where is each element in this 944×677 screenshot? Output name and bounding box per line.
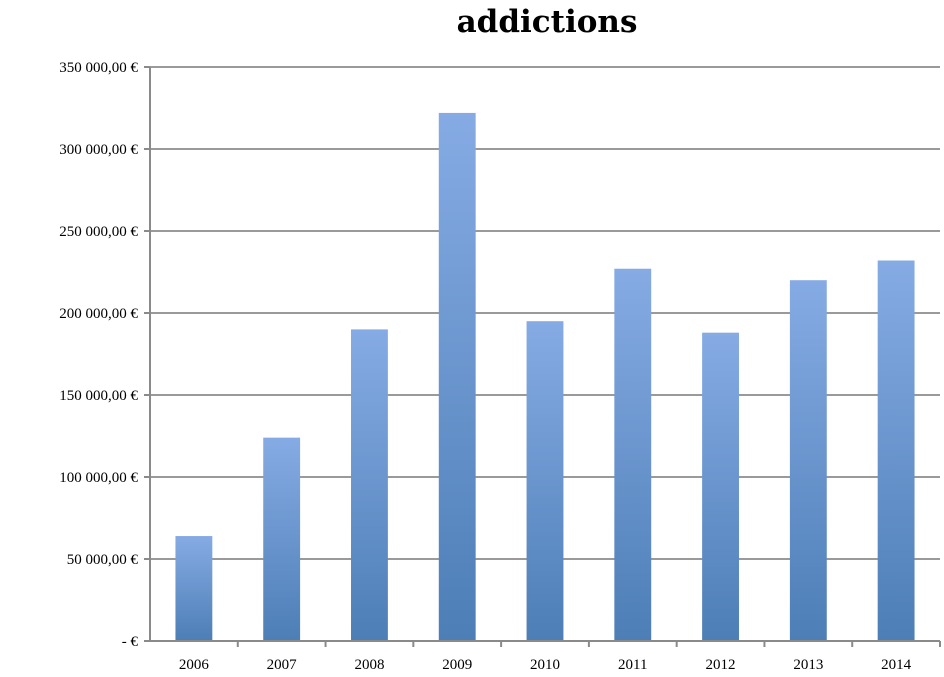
bar-2010	[526, 321, 564, 641]
y-axis-tick-labels: - € 50 000,00 € 100 000,00 € 150 000,00 € 20…	[59, 60, 138, 650]
chart-title: addictions	[457, 4, 638, 40]
bar-2009	[438, 112, 476, 642]
x-tick-label: 2008	[354, 657, 384, 673]
axes	[144, 66, 941, 647]
y-tick-label: 50 000,00 €	[67, 552, 139, 568]
x-tick-label: 2006	[179, 657, 210, 673]
y-tick-label: - €	[122, 634, 139, 650]
x-tick-label: 2011	[618, 657, 647, 673]
y-tick-label: 350 000,00 €	[59, 60, 138, 76]
bar-2007	[263, 437, 301, 641]
x-tick-label: 2014	[881, 657, 912, 673]
bar-2011	[614, 268, 652, 641]
bar-2012	[702, 332, 739, 641]
x-tick-label: 2007	[267, 657, 298, 673]
y-tick-label: 150 000,00 €	[59, 388, 138, 404]
x-tick-label: 2010	[530, 657, 560, 673]
y-tick-label: 200 000,00 €	[59, 306, 138, 322]
bar-2006	[175, 536, 213, 641]
bar-2014	[877, 260, 915, 641]
y-tick-label: 250 000,00 €	[59, 224, 138, 240]
bar-2013	[789, 280, 827, 641]
x-tick-label: 2009	[442, 657, 472, 673]
bar-2008	[351, 329, 388, 641]
x-tick-label: 2012	[706, 657, 736, 673]
bars	[175, 112, 915, 642]
x-tick-label: 2013	[793, 657, 823, 673]
y-tick-label: 100 000,00 €	[59, 470, 138, 486]
x-axis-tick-labels: 2006 2007 2008 2009 2010 2011 2012 2013 2014	[179, 657, 912, 673]
y-tick-label: 300 000,00 €	[59, 142, 138, 158]
